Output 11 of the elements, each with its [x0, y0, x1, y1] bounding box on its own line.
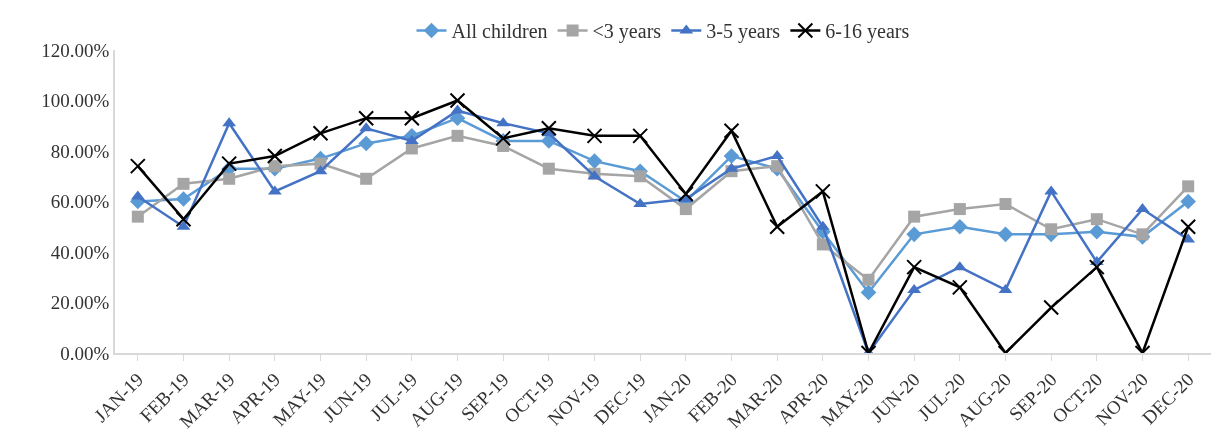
legend-label: 3-5 years	[706, 20, 781, 44]
y-tick-label: 40.00%	[50, 241, 110, 263]
y-tick-label: 100.00%	[41, 90, 110, 112]
legend-label: 6-16 years	[825, 20, 910, 44]
y-tick-label: 120.00%	[41, 39, 110, 61]
legend-label: <3 years	[592, 20, 662, 44]
y-tick-label: 60.00%	[50, 191, 110, 213]
y-tick-label: 0.00%	[60, 342, 110, 364]
y-tick-label: 20.00%	[50, 292, 110, 314]
legend-label: All children	[451, 20, 548, 43]
y-tick-label: 80.00%	[50, 140, 110, 162]
